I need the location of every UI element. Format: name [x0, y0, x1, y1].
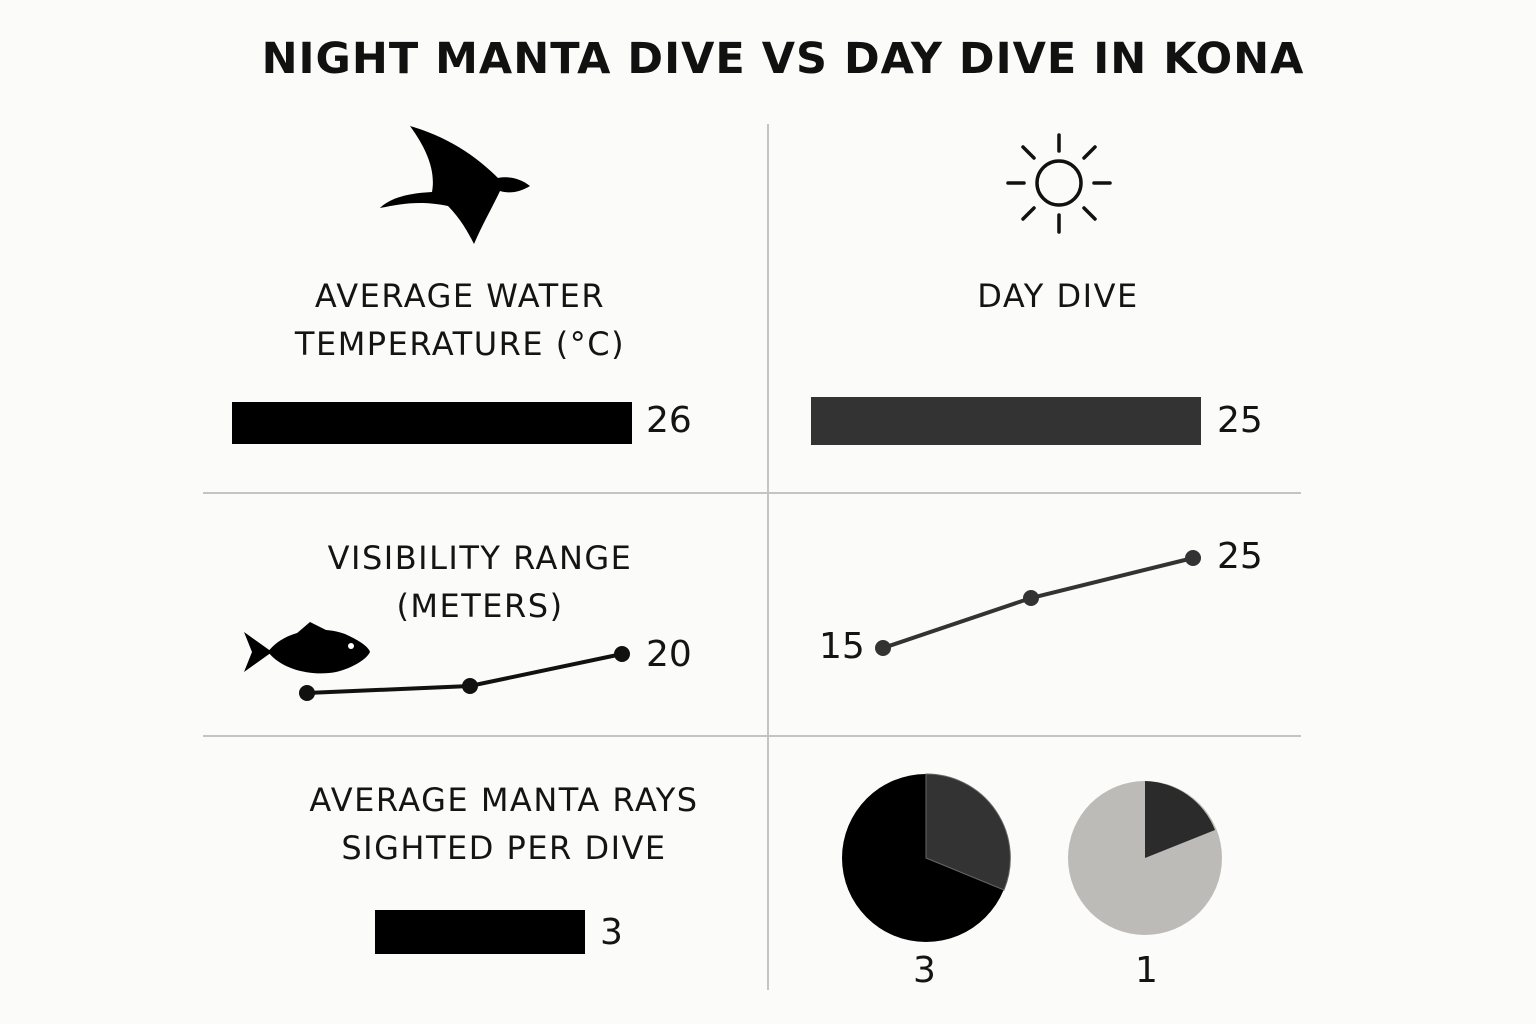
night-temperature-value: 26 — [646, 400, 692, 441]
day-visibility-start-value: 15 — [819, 626, 865, 667]
day-visibility-point — [875, 640, 891, 656]
day-temperature-bar — [811, 397, 1201, 445]
day-visibility-point — [1023, 590, 1039, 606]
night-mantas-value: 3 — [600, 912, 623, 953]
day-temperature-value: 25 — [1217, 400, 1263, 441]
pie-chart-day — [1068, 781, 1222, 935]
day-visibility-series — [875, 550, 1201, 656]
night-temperature-bar — [232, 402, 632, 444]
horizontal-divider-top — [203, 492, 1301, 494]
temperature-label-line1: AVERAGE WATER — [314, 277, 606, 315]
mantas-label: AVERAGE MANTA RAYS SIGHTED PER DIVE — [244, 776, 764, 872]
fish-icon — [244, 622, 370, 674]
mantas-label-line1: AVERAGE MANTA RAYS — [309, 781, 699, 819]
day-dive-header: DAY DIVE — [977, 277, 1139, 315]
manta-ray-icon — [380, 126, 530, 244]
pie-slice — [925, 773, 1011, 891]
night-visibility-point — [614, 646, 630, 662]
vertical-divider — [767, 124, 769, 990]
pie-night-label: 3 — [913, 950, 936, 991]
pie-slice — [1145, 781, 1215, 858]
temperature-label: AVERAGE WATER TEMPERATURE (°C) — [230, 272, 690, 368]
day-visibility-point — [1185, 550, 1201, 566]
visibility-label-line1: VISIBILITY RANGE — [327, 539, 633, 577]
night-visibility-point — [462, 678, 478, 694]
pie-day-label: 1 — [1135, 950, 1158, 991]
chart-title: NIGHT MANTA DIVE VS DAY DIVE IN KONA — [261, 34, 1305, 84]
horizontal-divider-bottom — [203, 735, 1301, 737]
night-visibility-point — [299, 685, 315, 701]
pie-chart-night — [842, 773, 1011, 942]
mantas-label-line2: SIGHTED PER DIVE — [341, 829, 667, 867]
sun-icon — [1006, 133, 1112, 234]
night-mantas-bar — [375, 910, 585, 954]
temperature-label-line2: TEMPERATURE (°C) — [294, 325, 626, 363]
day-visibility-line — [882, 556, 1194, 650]
visibility-label-line2: (METERS) — [396, 587, 564, 625]
night-visibility-value: 20 — [646, 634, 692, 675]
visibility-label: VISIBILITY RANGE (METERS) — [250, 534, 710, 630]
night-visibility-series — [299, 646, 630, 701]
day-visibility-end-value: 25 — [1217, 536, 1263, 577]
